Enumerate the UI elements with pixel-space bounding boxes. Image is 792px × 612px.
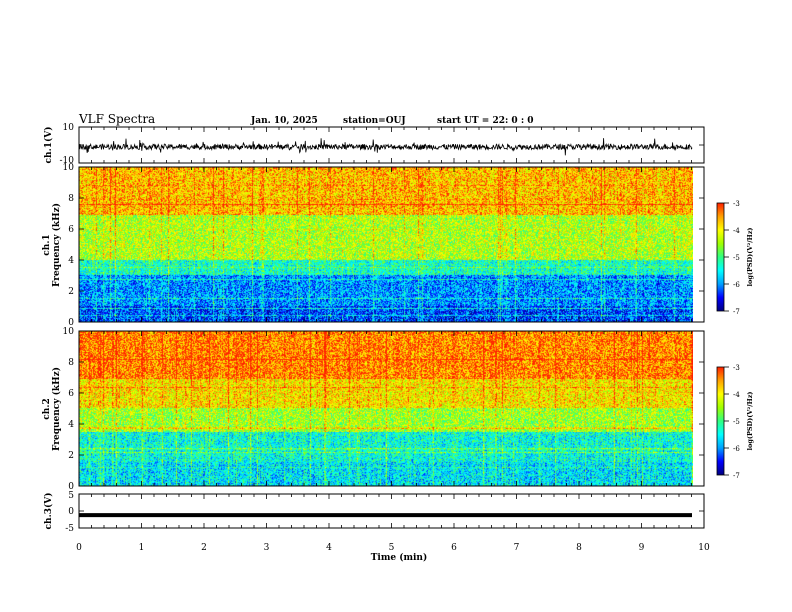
header-station: station=OUJ: [343, 116, 406, 126]
ch2-freq-tick-4: 4: [68, 420, 74, 430]
time-axis-label: Time (min): [371, 552, 428, 563]
ch2-colorbar-label: log(PSD)(V²/Hz): [746, 392, 754, 451]
ch2-colorbar-ticks: [724, 366, 729, 476]
ch1-colorbar: -3 -4 -5 -6 -7 log(PSD)(V²/Hz): [716, 200, 754, 316]
ch2-colorbar-bar: [716, 366, 725, 476]
ch2-spectrogram-image: [79, 331, 693, 486]
ch2-cb-tick-m6: -6: [733, 445, 740, 453]
ch2-spectrogram-panel: 0 2 4 6 8 10 ch.2 Frequency (kHz): [42, 327, 705, 492]
ch1-cb-tick-m3: -3: [733, 200, 740, 208]
ch1-ytick-bottom: -10: [60, 156, 75, 166]
ch2-frequency-label: Frequency (kHz): [51, 367, 62, 451]
figure-title: VLF Spectra: [78, 112, 155, 126]
time-tick-10: 10: [698, 543, 710, 553]
ch1-trace-line: [78, 138, 693, 156]
ch2-cb-tick-m7: -7: [733, 472, 740, 480]
ch1-freq-tick-6: 6: [68, 225, 74, 235]
time-tick-3: 3: [264, 543, 270, 553]
ch2-colorbar: -3 -4 -5 -6 -7 log(PSD)(V²/Hz): [716, 364, 754, 480]
ch3-waveform-ylabel: ch.3(V): [43, 493, 54, 530]
time-tick-0: 0: [76, 543, 82, 553]
ch2-freq-tick-2: 2: [68, 451, 74, 461]
ch1-colorbar-bar: [716, 202, 725, 312]
ch3-waveform-panel: 5 0 -5 ch.3(V): [43, 491, 705, 534]
ch2-freq-tick-6: 6: [68, 389, 74, 399]
ch3-waveform-frame: [78, 493, 705, 529]
ch1-waveform-trace: [78, 138, 693, 156]
header-date: Jan. 10, 2025: [250, 116, 318, 126]
ch2-spectrogram-ticks: [78, 330, 705, 487]
header-start-time: start UT = 22: 0 : 0: [437, 116, 534, 126]
ch3-ytick-top: 5: [68, 491, 74, 501]
ch3-ytick-mid: 0: [68, 507, 74, 517]
ch1-freq-tick-4: 4: [68, 256, 74, 266]
ch1-waveform-ticks: [78, 126, 705, 164]
ch1-freq-tick-2: 2: [68, 287, 74, 297]
ch2-cb-tick-m4: -4: [733, 391, 740, 399]
ch2-freq-tick-10: 10: [63, 327, 75, 337]
time-tick-7: 7: [514, 543, 520, 553]
ch1-freq-tick-0: 0: [68, 318, 74, 328]
ch1-freq-tick-10: 10: [63, 163, 75, 173]
ch2-freq-tick-0: 0: [68, 482, 74, 492]
time-tick-4: 4: [326, 543, 332, 553]
ch1-frequency-label: Frequency (kHz): [51, 203, 62, 287]
ch1-channel-label: ch.1: [42, 234, 52, 255]
ch1-cb-tick-m4: -4: [733, 227, 740, 235]
time-tick-1: 1: [139, 543, 145, 553]
ch1-spectrogram-ticks: [78, 166, 705, 323]
ch1-ytick-top: 10: [63, 123, 75, 133]
ch1-cb-tick-m5: -5: [733, 254, 740, 262]
ch2-cb-tick-m5: -5: [733, 418, 740, 426]
ch3-waveform-ticks: [78, 493, 705, 529]
ch1-freq-tick-8: 8: [68, 194, 74, 204]
ch1-spectrogram-panel: 0 2 4 6 8 10 ch.1 Frequency (kHz): [42, 163, 705, 328]
time-tick-8: 8: [576, 543, 582, 553]
ch2-cb-tick-m3: -3: [733, 364, 740, 372]
time-tick-2: 2: [201, 543, 207, 553]
time-axis: 0 1 2 3 4 5 6 7 8 9 10 Time (min): [76, 543, 710, 563]
time-tick-9: 9: [639, 543, 645, 553]
ch3-ytick-bottom: -5: [65, 524, 74, 534]
ch1-waveform-panel: 10 -10 ch.1(V): [43, 123, 705, 166]
time-tick-5: 5: [389, 543, 395, 553]
ch2-channel-label: ch.2: [42, 398, 52, 419]
ch2-freq-tick-8: 8: [68, 358, 74, 368]
ch1-spectrogram-image: [79, 167, 693, 322]
ch1-cb-tick-m7: -7: [733, 308, 740, 316]
ch1-colorbar-label: log(PSD)(V²/Hz): [746, 228, 754, 287]
ch1-cb-tick-m6: -6: [733, 281, 740, 289]
time-tick-6: 6: [451, 543, 457, 553]
ch1-colorbar-ticks: [724, 202, 729, 312]
ch1-waveform-ylabel: ch.1(V): [43, 127, 54, 164]
